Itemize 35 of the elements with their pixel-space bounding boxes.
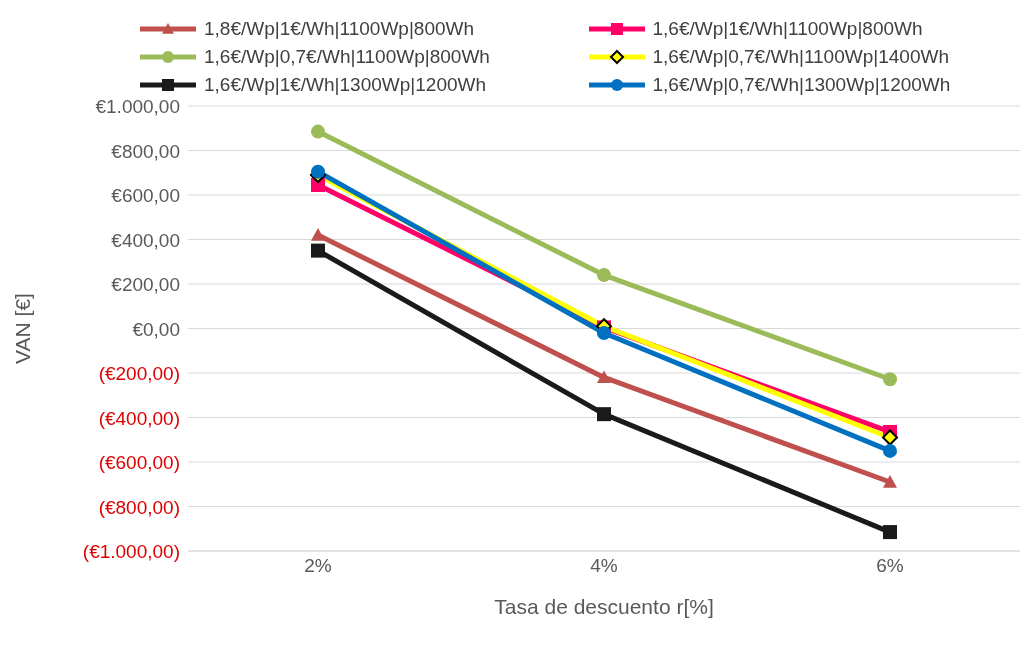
point	[597, 370, 611, 384]
x-axis-title: Tasa de descuento r[%]	[494, 595, 714, 618]
point	[883, 372, 897, 387]
legend-label: 1,6€/Wp|0,7€/Wh|1100Wp|800Wh	[204, 46, 490, 68]
point	[311, 164, 325, 179]
legend-label: 1,6€/Wp|0,7€/Wh|1100Wp|1400Wh	[652, 46, 949, 68]
legend-label: 1,6€/Wp|1€/Wh|1300Wp|1200Wh	[204, 74, 487, 96]
point	[311, 243, 325, 258]
y-axis-title: VAN [€]	[11, 293, 35, 364]
legend-label: 1,6€/Wp|0,7€/Wh|1300Wp|1200Wh	[652, 74, 951, 96]
y-tick-label: €400,00	[111, 229, 180, 251]
point	[597, 325, 611, 340]
point	[883, 443, 897, 458]
legend-label: 1,8€/Wp|1€/Wh|1100Wp|800Wh	[204, 18, 475, 40]
y-tick-label: €0,00	[132, 318, 180, 340]
x-tick-label: 4%	[590, 555, 618, 577]
point	[883, 525, 897, 540]
y-tick-label: €1.000,00	[95, 96, 180, 117]
y-tick-label: €600,00	[111, 185, 180, 206]
y-tick-label: (€200,00)	[98, 363, 180, 384]
y-tick-label: (€400,00)	[98, 407, 180, 429]
x-tick-label: 2%	[304, 555, 332, 577]
y-tick-label: €200,00	[111, 274, 180, 295]
point	[883, 475, 897, 488]
point	[311, 228, 325, 241]
point	[882, 429, 898, 446]
x-tick-label: 6%	[876, 555, 904, 577]
point	[597, 407, 611, 422]
y-tick-label: €800,00	[111, 140, 180, 162]
y-tick-label: (€600,00)	[98, 452, 180, 473]
point	[597, 268, 611, 283]
y-tick-label: (€1.000,00)	[82, 541, 180, 562]
legend-label: 1,6€/Wp|1€/Wh|1100Wp|800Wh	[652, 18, 923, 40]
y-tick-label: (€800,00)	[98, 496, 180, 518]
point	[311, 124, 325, 139]
